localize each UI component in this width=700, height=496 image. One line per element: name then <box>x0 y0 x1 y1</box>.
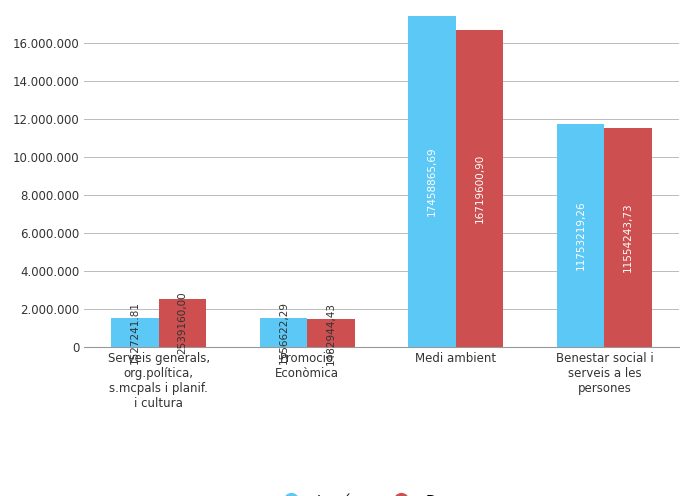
Text: 1482944,43: 1482944,43 <box>326 302 336 365</box>
Bar <box>604 128 652 347</box>
Bar <box>408 16 456 347</box>
Bar <box>111 318 159 347</box>
Text: 11554243,73: 11554243,73 <box>623 203 634 272</box>
Legend: Ingrés, Despesa: Ingrés, Despesa <box>272 488 491 496</box>
Bar <box>159 299 206 347</box>
Text: 17458865,69: 17458865,69 <box>427 147 437 216</box>
Text: 16719600,90: 16719600,90 <box>475 154 484 223</box>
Text: 11753219,26: 11753219,26 <box>575 201 586 270</box>
Bar <box>556 124 604 347</box>
Text: 1556622,29: 1556622,29 <box>279 301 288 364</box>
Text: 1527241.81: 1527241.81 <box>130 301 140 364</box>
Bar <box>260 317 307 347</box>
Bar <box>307 319 355 347</box>
Text: 2539160,00: 2539160,00 <box>177 292 188 355</box>
Bar <box>456 30 503 347</box>
